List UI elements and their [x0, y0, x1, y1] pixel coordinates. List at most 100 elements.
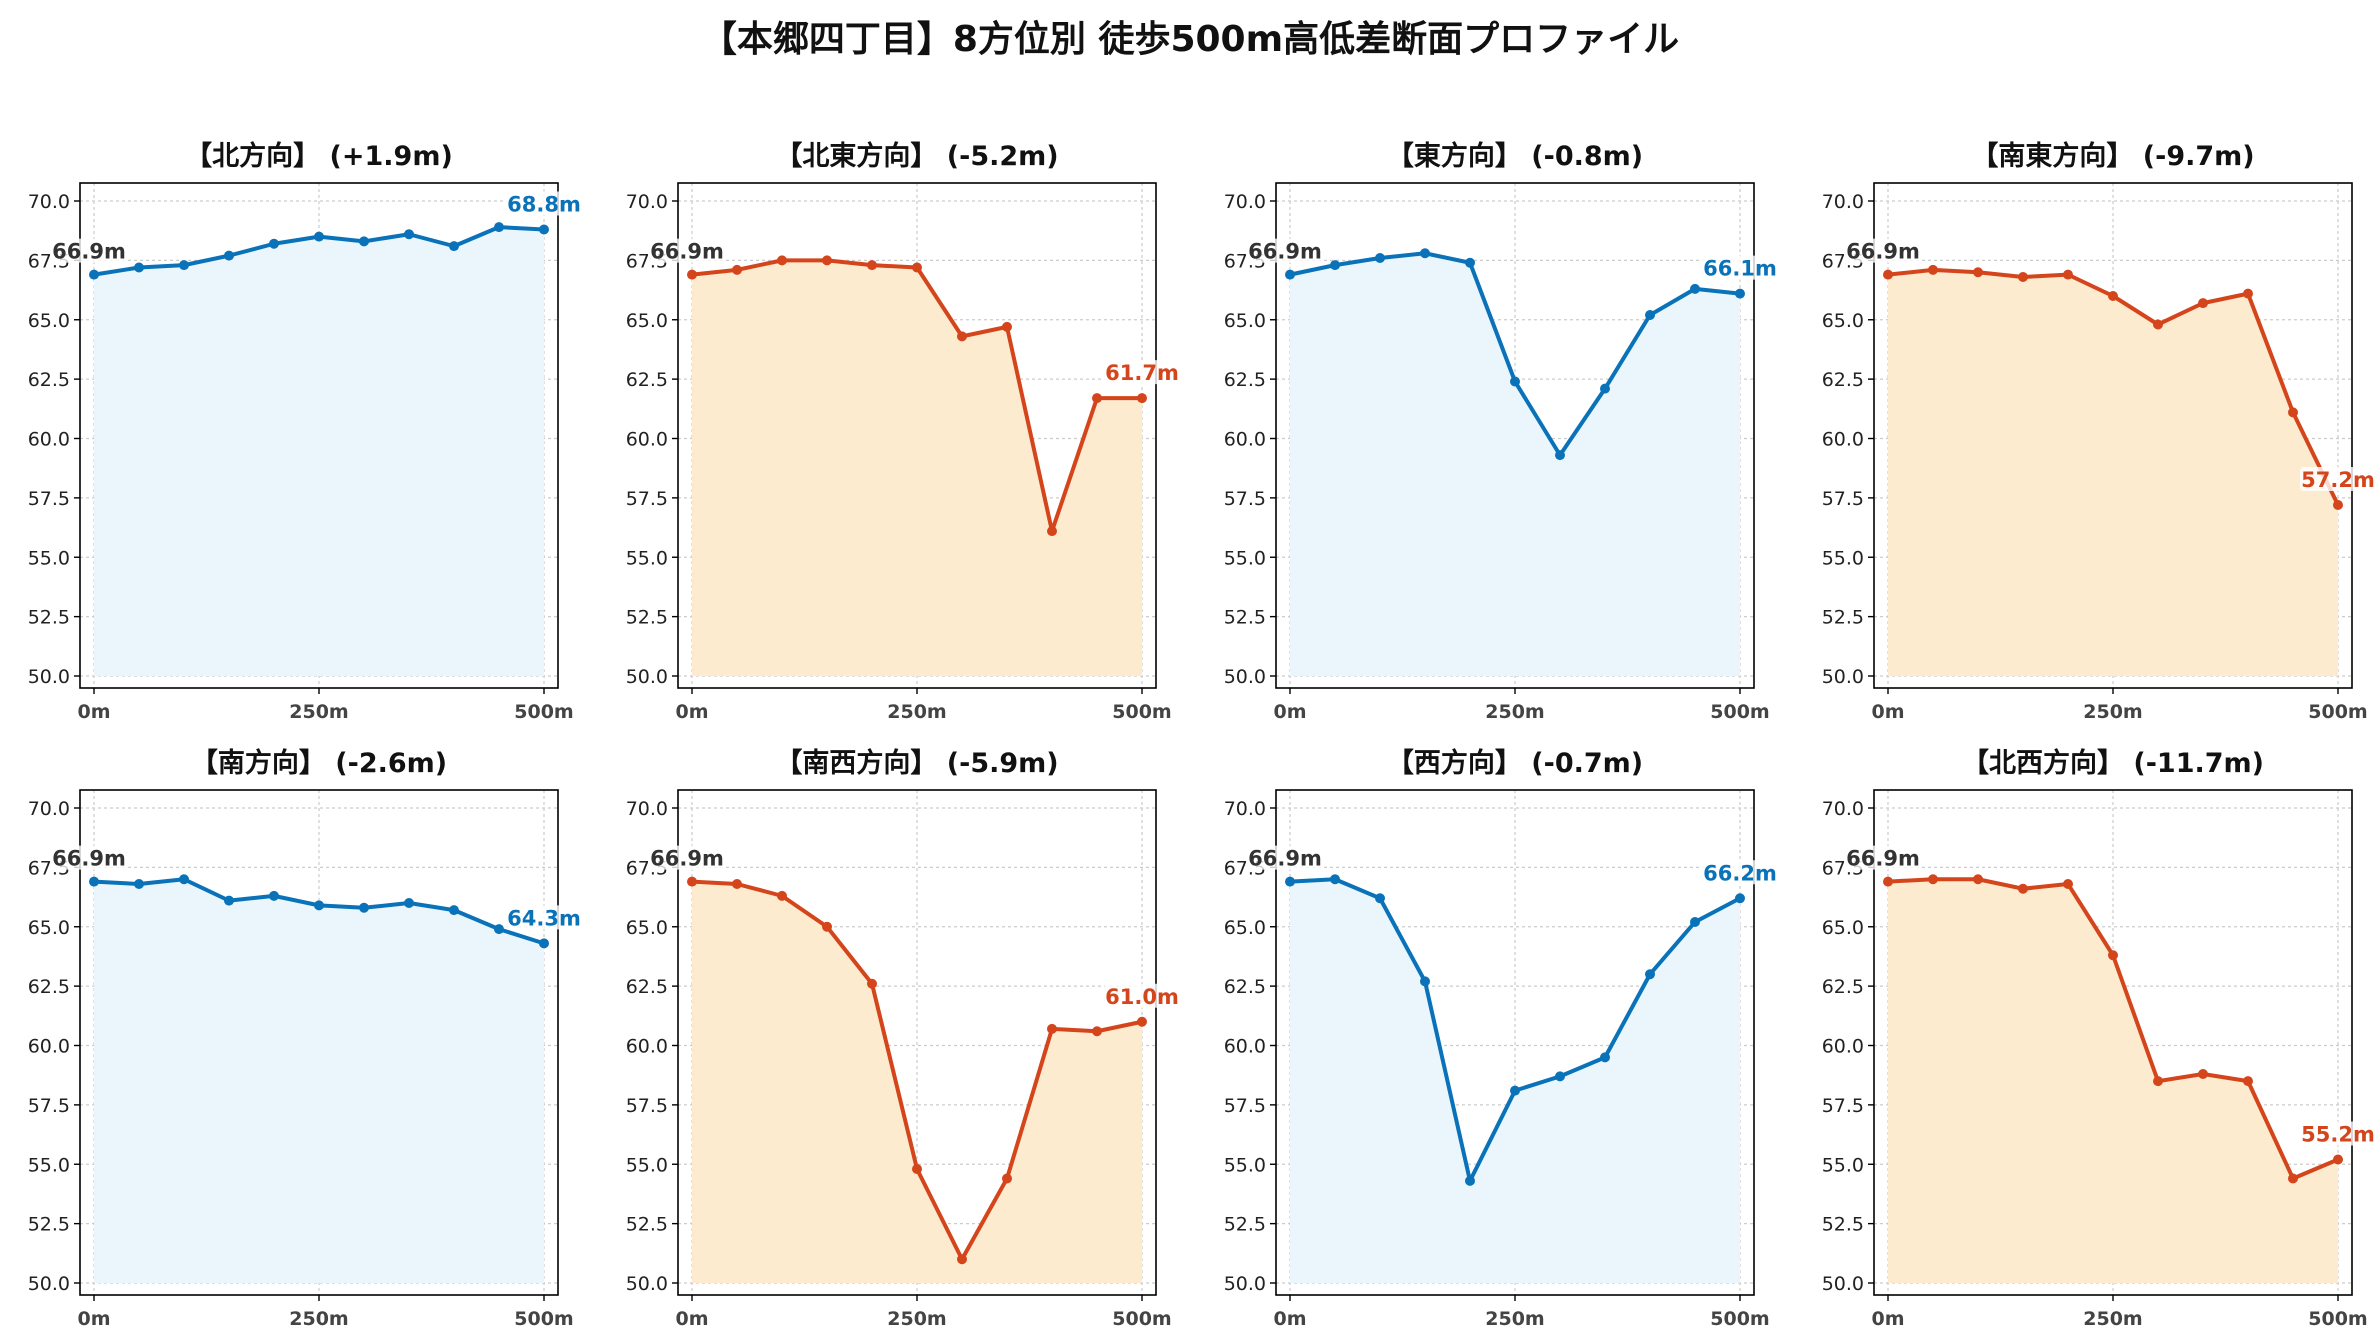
data-point: [1092, 393, 1102, 404]
y-tick-label: 70.0: [626, 191, 668, 213]
x-tick-label: 0m: [1871, 1308, 1904, 1330]
x-tick-label: 500m: [2308, 1308, 2367, 1330]
data-point: [494, 222, 504, 233]
start-value-label: 66.9m: [1846, 847, 1920, 871]
data-point: [1092, 1026, 1102, 1037]
y-tick-label: 65.0: [626, 310, 668, 332]
start-value-label: 66.9m: [650, 847, 724, 871]
data-point: [1690, 283, 1700, 294]
data-point: [1510, 1085, 1520, 1096]
y-tick-label: 57.5: [1822, 488, 1864, 510]
data-point: [1420, 248, 1430, 259]
end-label-bg: [2300, 1121, 2378, 1146]
panel-title: 【北方向】 (+1.9m): [185, 140, 453, 172]
data-point: [2333, 500, 2343, 510]
start-label-bg: [50, 845, 128, 870]
data-point: [2288, 1173, 2298, 1184]
chart-panel-5: 【南西方向】 (-5.9m) 50.0 52.5 55.0 57.5 60.0 62.5 65…: [626, 747, 1182, 1330]
y-tick-label: 50.0: [1224, 1273, 1266, 1295]
data-point: [1465, 1175, 1475, 1186]
y-tick-label: 70.0: [1822, 191, 1864, 213]
x-tick-label: 0m: [1273, 701, 1306, 723]
y-tick-label: 57.5: [28, 1095, 70, 1117]
start-value-label: 66.9m: [1846, 240, 1920, 264]
data-point: [822, 255, 832, 266]
data-point: [314, 231, 324, 242]
y-tick-label: 57.5: [626, 1095, 668, 1117]
data-point: [1690, 917, 1700, 927]
x-tick-label: 250m: [2083, 701, 2142, 723]
y-tick-label: 50.0: [28, 1273, 70, 1295]
data-point: [224, 250, 234, 261]
y-tick-label: 65.0: [1224, 917, 1266, 939]
x-tick-label: 250m: [1485, 1308, 1544, 1330]
x-tick-label: 250m: [887, 701, 946, 723]
y-tick-label: 62.5: [1224, 369, 1266, 391]
data-point: [867, 260, 877, 271]
y-tick-label: 52.5: [626, 607, 668, 629]
x-tick-label: 250m: [289, 701, 348, 723]
panel-title: 【西方向】 (-0.7m): [1387, 747, 1643, 779]
area-fill: [1290, 879, 1740, 1283]
end-value-label: 61.0m: [1105, 985, 1179, 1009]
x-tick-label: 500m: [514, 701, 573, 723]
start-label-bg: [50, 238, 128, 263]
y-tick-label: 65.0: [1224, 310, 1266, 332]
y-tick-label: 57.5: [1224, 488, 1266, 510]
chart-panel-6: 【西方向】 (-0.7m) 50.0 52.5 55.0 57.5 60.0 62.5 65.…: [1224, 747, 1780, 1330]
data-point: [134, 879, 144, 889]
x-tick-label: 500m: [1112, 1308, 1171, 1330]
data-point: [404, 898, 414, 908]
data-point: [539, 938, 549, 949]
data-point: [1002, 1173, 1012, 1184]
data-point: [1928, 874, 1938, 885]
y-tick-label: 60.0: [1822, 429, 1864, 451]
end-label-bg: [1104, 983, 1182, 1008]
end-label-bg: [506, 905, 584, 930]
y-tick-label: 60.0: [1224, 1036, 1266, 1058]
data-point: [2153, 319, 2163, 330]
data-point: [269, 890, 279, 901]
data-point: [2108, 291, 2118, 301]
data-point: [1330, 260, 1340, 271]
y-tick-label: 62.5: [1224, 976, 1266, 998]
data-point: [179, 874, 189, 885]
y-tick-label: 52.5: [1224, 607, 1266, 629]
x-tick-label: 250m: [1485, 701, 1544, 723]
data-point: [1973, 874, 1983, 885]
data-point: [1735, 893, 1745, 904]
area-fill: [1888, 269, 2338, 676]
end-label-bg: [1104, 360, 1182, 385]
start-label-bg: [648, 238, 726, 263]
y-tick-label: 60.0: [28, 429, 70, 451]
y-tick-label: 65.0: [1822, 917, 1864, 939]
data-point: [1510, 376, 1520, 387]
data-point: [314, 900, 324, 911]
x-tick-label: 0m: [1273, 1308, 1306, 1330]
data-point: [494, 924, 504, 935]
x-tick-label: 0m: [675, 1308, 708, 1330]
y-tick-label: 57.5: [626, 488, 668, 510]
chart-panel-2: 【東方向】 (-0.8m) 50.0 52.5 55.0 57.5 60.0 62.5 65.…: [1224, 140, 1780, 723]
data-point: [449, 241, 459, 252]
data-point: [1420, 976, 1430, 987]
x-tick-label: 250m: [2083, 1308, 2142, 1330]
y-tick-label: 62.5: [1822, 976, 1864, 998]
x-tick-label: 250m: [887, 1308, 946, 1330]
data-point: [359, 236, 369, 247]
y-tick-label: 70.0: [28, 798, 70, 820]
y-tick-label: 65.0: [28, 917, 70, 939]
x-tick-label: 0m: [77, 1308, 110, 1330]
data-point: [2288, 407, 2298, 418]
data-point: [2063, 269, 2073, 280]
data-point: [867, 978, 877, 989]
data-point: [1375, 893, 1385, 904]
data-point: [912, 262, 922, 273]
end-value-label: 57.2m: [2301, 468, 2375, 492]
data-point: [269, 238, 279, 249]
data-point: [1047, 1023, 1057, 1034]
y-tick-label: 57.5: [1224, 1095, 1266, 1117]
y-tick-label: 52.5: [1822, 607, 1864, 629]
y-tick-label: 50.0: [626, 1273, 668, 1295]
data-point: [2333, 1154, 2343, 1165]
